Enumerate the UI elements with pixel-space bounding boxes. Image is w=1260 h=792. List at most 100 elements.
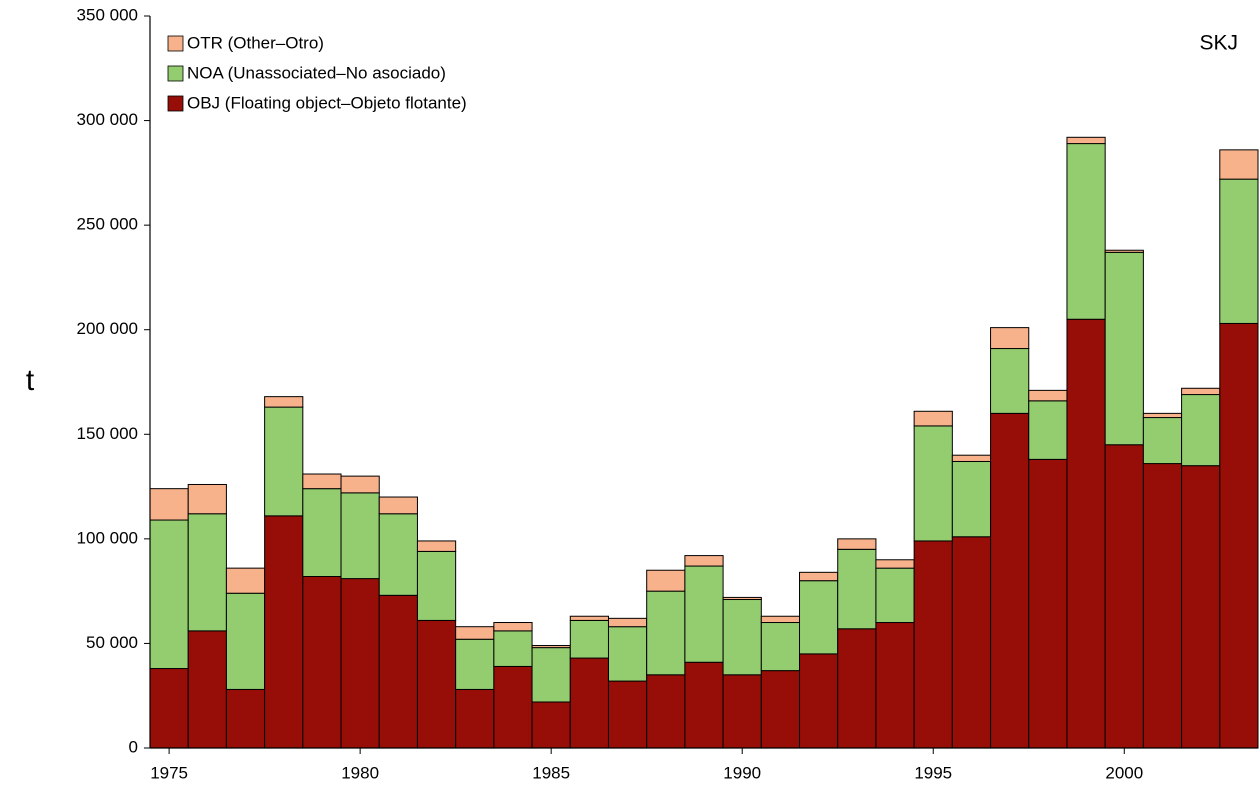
legend-swatch	[167, 35, 184, 52]
bar-segment	[837, 628, 877, 749]
y-tick-label: 150 000	[77, 424, 138, 443]
bar-segment	[225, 688, 266, 749]
bar-segment	[646, 590, 686, 676]
x-tick-label: 1995	[914, 763, 952, 782]
bar-segment	[722, 599, 762, 676]
bar-segment	[1104, 444, 1144, 749]
bar-segment	[531, 647, 571, 703]
bar-segment	[913, 540, 953, 749]
y-tick-label: 200 000	[77, 319, 138, 338]
bar-segment	[607, 680, 648, 749]
bar-segment	[607, 617, 648, 628]
bar-segment	[569, 615, 609, 621]
y-tick-label: 250 000	[77, 215, 138, 234]
bar-segment	[1066, 143, 1106, 320]
legend-label: OBJ (Floating object–Objeto flotante)	[187, 93, 467, 112]
bar-segment	[875, 622, 915, 749]
bar-segment	[416, 619, 457, 749]
y-tick-label: 100 000	[77, 528, 138, 547]
bar-segment	[531, 645, 571, 649]
bar-segment	[990, 327, 1030, 350]
bar-segment	[1028, 400, 1068, 460]
bar-segment	[187, 630, 227, 749]
bar-segment	[264, 396, 304, 408]
bar-segment	[684, 555, 724, 567]
bar-segment	[416, 540, 457, 552]
bar-segment	[416, 550, 457, 621]
bar-segment	[531, 701, 571, 749]
bar-segment	[1219, 149, 1259, 180]
bar-segment	[760, 622, 801, 672]
x-tick-label: 1975	[150, 763, 188, 782]
x-tick-label: 1980	[341, 763, 379, 782]
x-tick-label: 1985	[532, 763, 570, 782]
legend-swatch	[167, 95, 184, 112]
bar-segment	[187, 513, 227, 632]
legend-label: OTR (Other–Otro)	[187, 33, 324, 52]
bar-segment	[1219, 322, 1259, 749]
bar-segment	[455, 638, 495, 690]
bar-segment	[837, 548, 877, 630]
bar-segment	[225, 592, 266, 690]
bar-segment	[455, 688, 495, 749]
y-tick-label: 350 000	[77, 5, 138, 24]
bar-segment	[340, 578, 380, 749]
bar-segment	[1028, 389, 1068, 402]
bar-segment	[1066, 318, 1106, 749]
bar-segment	[493, 665, 533, 749]
bar-segment	[187, 483, 227, 515]
bar-segment	[951, 460, 992, 538]
bar-segment	[149, 488, 189, 521]
bar-segment	[1219, 178, 1259, 324]
bar-segment	[378, 513, 418, 596]
bar-segment	[149, 519, 189, 670]
bar-segment	[913, 425, 953, 542]
bar-segment	[646, 674, 686, 749]
bar-segment	[760, 615, 801, 624]
bar-segment	[607, 626, 648, 682]
bar-segment	[1104, 251, 1144, 446]
bar-segment	[1181, 394, 1221, 467]
bar-segment	[264, 515, 304, 749]
bar-segment	[646, 569, 686, 592]
bar-segment	[875, 567, 915, 624]
bar-segment	[493, 622, 533, 632]
bar-segment	[1142, 412, 1183, 419]
bar-segment	[149, 668, 189, 749]
legend-swatch	[167, 65, 184, 82]
bar-segment	[378, 594, 418, 749]
bar-segment	[951, 536, 992, 749]
bar-segment	[340, 492, 380, 580]
y-axis-label: t	[26, 364, 35, 397]
bar-segment	[302, 576, 342, 749]
bar-segment	[1181, 387, 1221, 396]
bar-segment	[1104, 249, 1144, 253]
bar-segment	[760, 670, 801, 749]
bar-segment	[302, 473, 342, 490]
bar-segment	[569, 657, 609, 749]
x-tick-label: 2000	[1105, 763, 1143, 782]
bar-segment	[340, 475, 380, 494]
x-tick-label: 1990	[723, 763, 761, 782]
bar-segment	[225, 567, 266, 594]
bar-segment	[951, 454, 992, 462]
bar-segment	[455, 626, 495, 640]
bar-segment	[1066, 136, 1106, 145]
bar-segment	[799, 653, 839, 749]
y-tick-label: 0	[129, 737, 138, 756]
bar-segment	[684, 661, 724, 749]
bar-segment	[684, 565, 724, 663]
bar-segment	[1028, 458, 1068, 749]
bar-segment	[799, 571, 839, 582]
bar-segment	[264, 406, 304, 517]
bar-segment	[990, 348, 1030, 414]
annotation: SKJ	[1199, 32, 1238, 55]
bar-segment	[722, 674, 762, 749]
bar-segment	[569, 619, 609, 659]
bar-segment	[493, 630, 533, 667]
bar-segment	[1181, 465, 1221, 749]
bar-segment	[990, 412, 1030, 749]
bar-segment	[1142, 417, 1183, 465]
bar-segment	[302, 488, 342, 578]
